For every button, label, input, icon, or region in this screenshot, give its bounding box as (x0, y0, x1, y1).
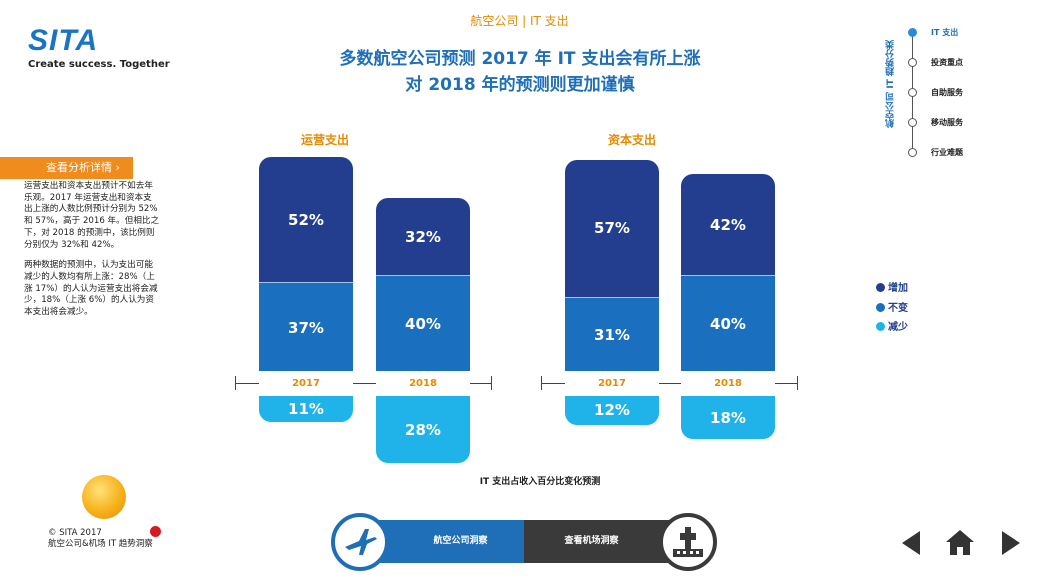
legend-same: 不变 (876, 299, 908, 314)
nav-dot-0[interactable] (908, 28, 917, 37)
year-label-capex-2017: 2017 (565, 376, 659, 392)
chart-capex-title: 资本支出 (607, 133, 656, 147)
axis-tick-opex-0 (235, 376, 236, 390)
bar-segment-same: 40% (376, 274, 470, 371)
nav-item-1[interactable]: 投资重点 (931, 58, 963, 67)
axis-opex (235, 383, 491, 384)
bar-segment-decrease: 11% (259, 396, 353, 423)
nav-item-4[interactable]: 行业难题 (931, 148, 963, 157)
next-arrow-icon[interactable] (1002, 531, 1020, 555)
analysis-text: 运营支出和资本支出预计不如去年乐观。2017 年运营支出和资本支出上涨的人数比例… (24, 181, 160, 328)
bar-capex-2018: 42% 40% (681, 174, 775, 371)
analysis-paragraph-2: 两种数据的预测中，认为支出可能减少的人数均有所上涨：28%（上涨 17%）的人认… (24, 260, 158, 318)
bar-segment-increase: 52% (259, 157, 353, 283)
year-label-opex-2017: 2017 (259, 376, 353, 392)
page-title: 多数航空公司预测 2017 年 IT 支出会有所上涨 对 2018 年的预测则更… (220, 46, 820, 98)
logo-tagline: Create success. Together (28, 59, 170, 70)
chart-caption: IT 支出占收入百分比变化预测 (479, 477, 601, 487)
title-line-2: 对 2018 年的预测则更加谨慎 (405, 75, 635, 95)
bar-segment-same: 31% (565, 296, 659, 371)
sun-logo-icon (82, 475, 126, 519)
nav-item-0[interactable]: IT 支出 (931, 28, 959, 37)
title-line-1: 多数航空公司预测 2017 年 IT 支出会有所上涨 (339, 49, 701, 69)
axis-tick-capex-1 (797, 376, 798, 390)
control-tower-icon (673, 527, 703, 557)
nav-dot-1[interactable] (908, 58, 917, 67)
axis-capex (541, 383, 797, 384)
nav-item-3[interactable]: 移动服务 (931, 118, 963, 127)
red-dot-icon (150, 526, 161, 537)
nav-dot-4[interactable] (908, 148, 917, 157)
legend-increase-swatch (876, 283, 885, 292)
tab-airline-label: 航空公司洞察 (433, 536, 488, 546)
year-label-opex-2018: 2018 (376, 376, 470, 392)
legend-same-label: 不变 (888, 303, 908, 314)
legend-decrease: 减少 (876, 318, 908, 333)
breadcrumb: 航空公司 | IT 支出 (470, 14, 569, 28)
bar-segment-same: 37% (259, 282, 353, 371)
legend-decrease-swatch (876, 322, 885, 331)
insight-switcher: 航空公司洞察 查看机场洞察 (331, 513, 717, 571)
nav-dot-3[interactable] (908, 118, 917, 127)
bar-opex-2017: 52% 37% (259, 157, 353, 371)
legend-increase: 增加 (876, 279, 908, 294)
bar-segment-decrease: 28% (376, 396, 470, 464)
bar-segment-decrease: 18% (681, 396, 775, 440)
tab-airport-label: 查看机场洞察 (564, 536, 619, 546)
bar-segment-same: 40% (681, 274, 775, 371)
nav-dot-2[interactable] (908, 88, 917, 97)
sita-logo: SITA (28, 24, 99, 57)
copyright: © SITA 2017 (48, 528, 102, 538)
airplane-button[interactable] (331, 513, 389, 571)
bar-decrease-capex-2017: 12% (565, 396, 659, 425)
airplane-icon (345, 529, 377, 555)
legend-same-swatch (876, 303, 885, 312)
legend-increase-label: 增加 (888, 283, 908, 294)
bar-capex-2017: 57% 31% (565, 159, 659, 371)
footer-text: © SITA 2017 航空公司&机场 IT 趋势洞察 (48, 528, 153, 550)
year-label-capex-2018: 2018 (681, 376, 775, 392)
chart-opex-title: 运营支出 (300, 133, 349, 147)
axis-tick-capex-0 (541, 376, 542, 390)
bar-decrease-opex-2017: 11% (259, 396, 353, 423)
legend-decrease-label: 减少 (888, 322, 908, 333)
home-icon[interactable] (945, 528, 975, 556)
bar-segment-increase: 32% (376, 198, 470, 275)
nav-category-label: 航空公司 IT 趋势分类 (886, 40, 896, 128)
nav-item-2[interactable]: 自助服务 (931, 88, 963, 97)
axis-tick-opex-1 (491, 376, 492, 390)
prev-arrow-icon[interactable] (902, 531, 920, 555)
bar-segment-decrease: 12% (565, 396, 659, 425)
view-analysis-button[interactable]: 查看分析详情 › (0, 157, 133, 179)
footer-subtitle: 航空公司&机场 IT 趋势洞察 (48, 539, 153, 549)
bar-decrease-opex-2018: 28% (376, 396, 470, 464)
bar-segment-increase: 42% (681, 174, 775, 275)
bar-decrease-capex-2018: 18% (681, 396, 775, 440)
bar-segment-increase: 57% (565, 159, 659, 297)
analysis-paragraph-1: 运营支出和资本支出预计不如去年乐观。2017 年运营支出和资本支出上涨的人数比例… (24, 181, 160, 250)
airport-tower-button[interactable] (659, 513, 717, 571)
bar-opex-2018: 32% 40% (376, 198, 470, 371)
